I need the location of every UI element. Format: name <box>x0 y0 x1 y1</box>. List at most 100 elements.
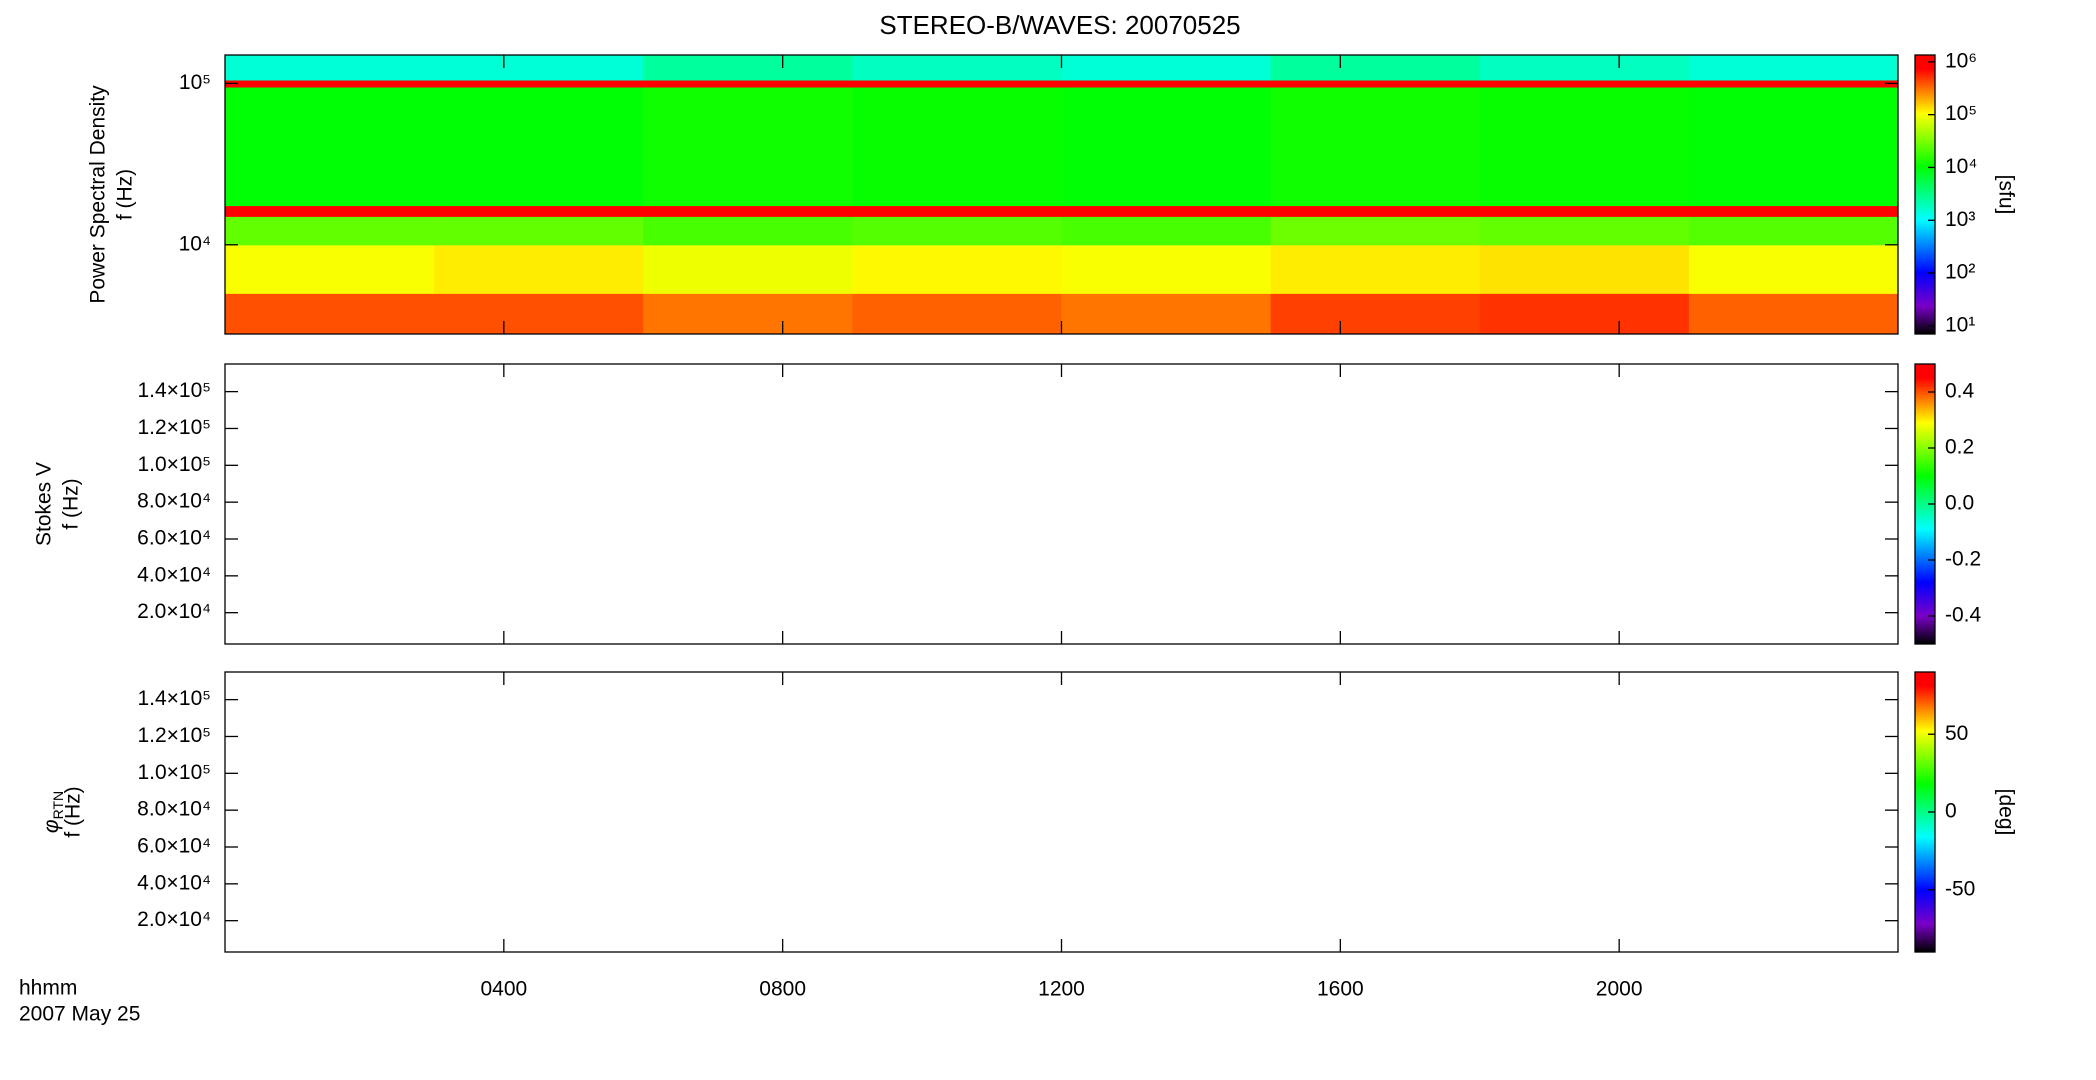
heat-cell <box>1270 79 1481 88</box>
heat-cell <box>852 55 1062 81</box>
heat-cell <box>1061 205 1272 217</box>
y-tick-label: 4.0×10⁴ <box>137 871 211 894</box>
heat-cell <box>1479 293 1690 335</box>
y-axis-label: φRTN <box>40 791 66 833</box>
heat-cell <box>1688 55 1899 81</box>
heat-cell <box>225 55 435 81</box>
colorbar-tick-label: 10⁴ <box>1945 155 1977 178</box>
heat-cell <box>1688 205 1899 217</box>
y-tick-label: 6.0×10⁴ <box>137 835 211 858</box>
colorbar-tick-label: 50 <box>1945 722 1968 745</box>
heat-cell <box>852 244 1062 294</box>
y-axis-label: f (Hz) <box>60 478 83 529</box>
heat-cell <box>225 244 435 294</box>
y-tick-label: 1.0×10⁵ <box>137 453 211 476</box>
heat-cell <box>225 87 435 207</box>
colorbar-tick-label: 10⁶ <box>1945 49 1977 72</box>
colorbar-tick-label: -0.2 <box>1945 548 1981 571</box>
heat-cell <box>1270 244 1481 294</box>
heat-cell <box>1270 216 1481 246</box>
heat-cell <box>643 87 853 207</box>
colorbar <box>1915 55 1935 334</box>
y-tick-label: 1.4×10⁵ <box>137 687 211 710</box>
heat-cell <box>643 244 853 294</box>
heat-cell <box>434 205 644 217</box>
y-tick-label: 1.4×10⁵ <box>137 379 211 402</box>
heat-cell <box>1270 293 1481 335</box>
colorbar-tick-label: -0.4 <box>1945 604 1982 627</box>
heat-cell <box>434 293 644 335</box>
y-tick-label: 10⁴ <box>179 232 211 255</box>
colorbar-tick-label: 10¹ <box>1945 313 1975 336</box>
colorbar <box>1915 364 1935 644</box>
heat-cell <box>225 79 435 88</box>
heat-cell <box>434 55 644 81</box>
heat-cell <box>852 205 1062 217</box>
colorbar-tick-label: 0.4 <box>1945 380 1975 403</box>
heat-cell <box>1270 205 1481 217</box>
heat-cell <box>1270 55 1481 81</box>
heat-cell <box>1061 55 1272 81</box>
y-tick-label: 4.0×10⁴ <box>137 563 211 586</box>
heat-cell <box>1479 79 1690 88</box>
heat-cell <box>1270 87 1481 207</box>
y-tick-label: 8.0×10⁴ <box>137 798 211 821</box>
heat-cell <box>1479 87 1690 207</box>
plot-frame <box>224 671 1899 953</box>
x-tick-label: 1200 <box>1038 978 1085 1001</box>
heat-cell <box>852 293 1062 335</box>
x-tick-label: 0400 <box>480 978 527 1001</box>
heat-cell <box>1688 79 1899 88</box>
y-axis-symbol: φ <box>40 819 63 833</box>
y-tick-label: 1.2×10⁵ <box>137 724 211 747</box>
heat-cell <box>643 216 853 246</box>
y-tick-label: 6.0×10⁴ <box>137 527 211 550</box>
y-axis-label: f (Hz) <box>62 786 85 837</box>
y-tick-label: 1.0×10⁵ <box>137 761 211 784</box>
y-axis-label: Stokes V <box>33 462 56 546</box>
colorbar-frame <box>1914 54 1936 335</box>
heat-cell <box>1479 205 1690 217</box>
y-tick-label: 1.2×10⁵ <box>137 416 211 439</box>
colorbar-tick-label: 10³ <box>1945 208 1975 231</box>
heat-cell <box>225 216 435 246</box>
colorbar-tick-label: 10² <box>1945 261 1975 284</box>
heat-cell <box>434 79 644 88</box>
y-tick-label: 2.0×10⁴ <box>137 908 211 931</box>
x-tick-label: 0800 <box>759 978 806 1001</box>
x-axis-date: 2007 May 25 <box>19 1003 140 1026</box>
heat-cell <box>434 87 644 207</box>
colorbar-label: [sfu] <box>1994 175 2017 215</box>
heat-cell <box>643 205 853 217</box>
y-axis-label: Power Spectral Density <box>87 85 110 304</box>
colorbar-tick-label: 0.2 <box>1945 436 1974 459</box>
heat-cell <box>225 205 435 217</box>
heat-cell <box>1688 87 1899 207</box>
plot-frame <box>224 363 1899 645</box>
heat-cell <box>1061 216 1272 246</box>
heat-cell <box>434 216 644 246</box>
heat-cell <box>852 216 1062 246</box>
heat-cell <box>1061 79 1272 88</box>
heat-cell <box>1479 244 1690 294</box>
heat-cell <box>643 55 853 81</box>
colorbar <box>1915 672 1935 952</box>
heat-cell <box>225 293 435 335</box>
y-axis-label: f (Hz) <box>114 169 137 220</box>
heat-cell <box>1688 244 1899 294</box>
y-axis-subscript: RTN <box>50 791 66 820</box>
heat-cell <box>643 79 853 88</box>
colorbar-tick-label: 0 <box>1945 800 1957 823</box>
heat-cell <box>1688 293 1899 335</box>
heat-cell <box>852 87 1062 207</box>
heat-cell <box>852 79 1062 88</box>
colorbar-tick-label: 0.0 <box>1945 492 1974 515</box>
heat-cell <box>1061 87 1272 207</box>
colorbar-label: [deg] <box>1994 789 2017 836</box>
y-tick-label: 10⁵ <box>179 71 211 94</box>
y-tick-label: 8.0×10⁴ <box>137 490 211 513</box>
heat-cell <box>1061 244 1272 294</box>
y-tick-label: 2.0×10⁴ <box>137 600 211 623</box>
x-axis-label: hhmm <box>19 977 77 1000</box>
